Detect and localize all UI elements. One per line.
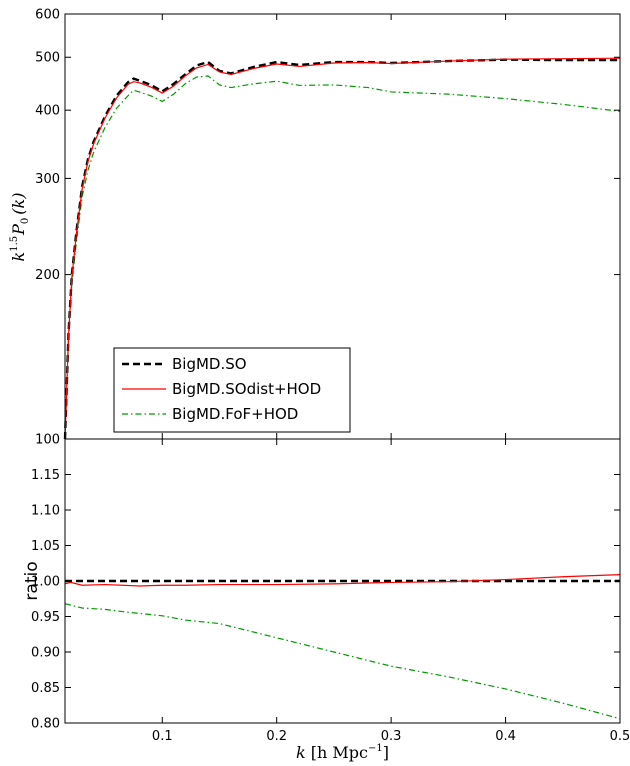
top-plot-lines [63,57,621,440]
bottom-panel: 0.80 0.85 0.90 0.95 1.00 1.05 1.10 1.15 0.1 0.2 0.… [22,438,630,762]
x-tick-label: 0.4 [495,729,516,744]
top-y-tick-label: 100 [35,433,60,448]
top-y-axis-label: k1.5P0(k) [9,193,31,262]
series-line-bigmd-sodist-hod [64,574,621,587]
top-y-tick-label: 200 [35,268,60,283]
bottom-y-tick-label: 0.80 [31,717,60,732]
top-panel: 100 200 300 400 500 600 k1.5P0(k) [9,8,621,448]
legend-label: BigMD.FoF+HOD [172,405,298,423]
bottom-y-tick-label: 1.00 [31,575,60,590]
x-tick-label: 0.3 [381,729,402,744]
legend-label: BigMD.SO [172,355,247,373]
bottom-y-tick-label: 1.15 [31,468,60,483]
series-line-bigmd-fof-hod [64,75,621,440]
series-line-bigmd-fof-hod [64,603,621,720]
x-tick-label: 0.2 [266,729,287,744]
x-axis-label: k [h Mpc−1] [296,743,389,762]
series-line-bigmd-sodist-hod [64,57,621,440]
x-tick-label: 0.5 [610,729,630,744]
top-y-tick-label: 400 [35,104,60,119]
top-y-tick-label: 600 [35,8,60,23]
bottom-y-tick-label: 0.85 [31,681,60,696]
bottom-y-tick-label: 1.10 [31,504,60,519]
top-y-tick-label: 500 [35,51,60,66]
bottom-y-tick-label: 1.05 [31,539,60,554]
bottom-y-tick-label: 0.95 [31,610,60,625]
bottom-plot-lines [64,574,621,720]
bottom-y-tick-label: 0.90 [31,646,60,661]
legend: BigMD.SO BigMD.SOdist+HOD BigMD.FoF+HOD [113,347,351,433]
top-ticks: 100 200 300 400 500 600 [35,8,621,448]
legend-box [113,347,351,433]
x-tick-label: 0.1 [152,729,173,744]
bottom-y-axis-label: ratio [22,561,42,600]
bottom-ticks: 0.80 0.85 0.90 0.95 1.00 1.05 1.10 1.15 0.1 0.2 0.… [31,439,630,744]
top-y-tick-label: 300 [35,172,60,187]
legend-label: BigMD.SOdist+HOD [172,380,321,398]
